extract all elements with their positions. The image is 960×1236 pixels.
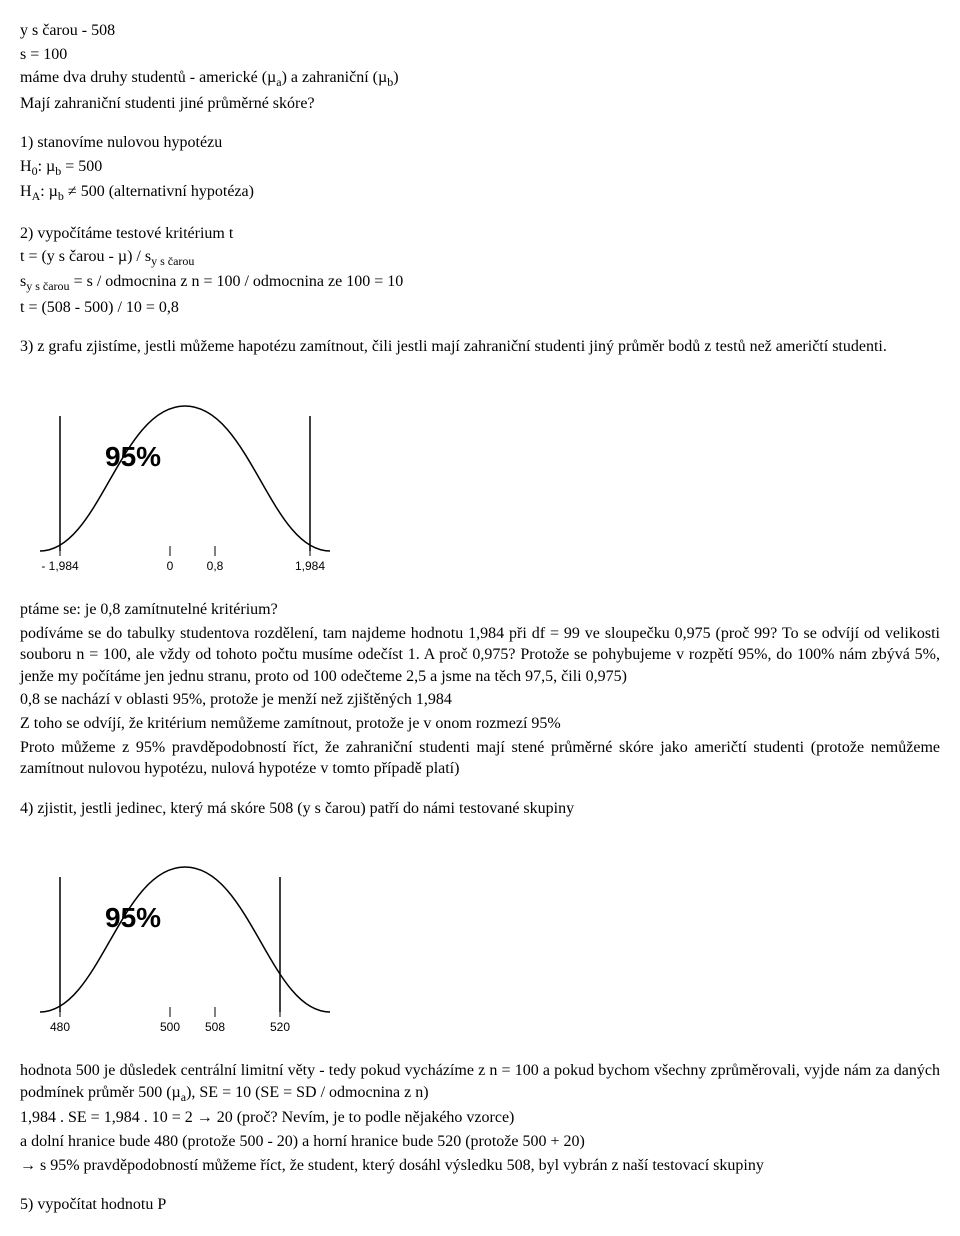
t: ) a zahraniční (µ [282, 69, 388, 86]
para1-l5: Proto můžeme z 95% pravděpodobností říct… [20, 737, 940, 780]
t: A [32, 189, 41, 203]
t: máme dva druhy studentů - americké (µ [20, 69, 276, 86]
intro-l1: y s čarou - 508 [20, 20, 940, 42]
t: : µ [40, 183, 58, 200]
t: t = (y s čarou - µ) / s [20, 248, 151, 265]
step2-l4: t = (508 - 500) / 10 = 0,8 [20, 297, 940, 319]
t: ) [393, 69, 398, 86]
step2-l3: sy s čarou = s / odmocnina z n = 100 / o… [20, 271, 940, 294]
step3-l1: 3) z grafu zjistíme, jestli můžeme hapot… [20, 336, 940, 358]
para2-block: hodnota 500 je důsledek centrální limitn… [20, 1060, 940, 1176]
t: H [20, 158, 32, 175]
intro-l2: s = 100 [20, 44, 940, 66]
step4-l1: 4) zjistit, jestli jedinec, který má skó… [20, 798, 940, 820]
t: ), SE = 10 (SE = SD / odmocnina z n) [186, 1084, 428, 1101]
svg-text:95%: 95% [105, 441, 161, 472]
para1-l4: Z toho se odvíjí, že kritérium nemůžeme … [20, 713, 940, 735]
t: ≠ 500 (alternativní hypotéza) [64, 183, 254, 200]
step1-l3: HA: µb ≠ 500 (alternativní hypotéza) [20, 181, 940, 204]
step4-block: 4) zjistit, jestli jedinec, který má skó… [20, 798, 940, 820]
t: y s čarou [26, 280, 69, 294]
t: H [20, 183, 32, 200]
t: y s čarou [151, 254, 194, 268]
step1-l2: H0: µb = 500 [20, 156, 940, 179]
para2-l3: a dolní hranice bude 480 (protože 500 - … [20, 1131, 940, 1153]
para1-l2: podíváme se do tabulky studentova rozděl… [20, 623, 940, 688]
step2-l1: 2) vypočítáme testové kritérium t [20, 223, 940, 245]
svg-text:508: 508 [205, 1020, 225, 1034]
intro-block: y s čarou - 508 s = 100 máme dva druhy s… [20, 20, 940, 114]
chart2: 480 500 508 520 95% [20, 837, 380, 1052]
para1-l1: ptáme se: je 0,8 zamítnutelné kritérium? [20, 599, 940, 621]
svg-text:1,984: 1,984 [295, 559, 325, 573]
para2-l1: hodnota 500 je důsledek centrální limitn… [20, 1060, 940, 1105]
svg-text:480: 480 [50, 1020, 70, 1034]
step2-l2: t = (y s čarou - µ) / sy s čarou [20, 246, 940, 269]
step1-block: 1) stanovíme nulovou hypotézu H0: µb = 5… [20, 132, 940, 204]
t: = 500 [61, 158, 102, 175]
t: hodnota 500 je důsledek centrální limitn… [20, 1062, 940, 1101]
svg-text:520: 520 [270, 1020, 290, 1034]
para2-l4: → s 95% pravděpodobností můžeme říct, že… [20, 1155, 940, 1177]
intro-l4: Mají zahraniční studenti jiné průměrné s… [20, 93, 940, 115]
svg-text:95%: 95% [105, 902, 161, 933]
chart1: - 1,984 0 0,8 1,984 95% [20, 376, 380, 591]
t: : µ [38, 158, 56, 175]
svg-text:0: 0 [167, 559, 174, 573]
svg-text:500: 500 [160, 1020, 180, 1034]
step5-block: 5) vypočítat hodnotu P [20, 1194, 940, 1216]
t: = s / odmocnina z n = 100 / odmocnina ze… [70, 273, 404, 290]
para2-l2: 1,984 . SE = 1,984 . 10 = 2 → 20 (proč? … [20, 1107, 940, 1129]
step1-l1: 1) stanovíme nulovou hypotézu [20, 132, 940, 154]
intro-l3: máme dva druhy studentů - americké (µa) … [20, 67, 940, 90]
step5-l1: 5) vypočítat hodnotu P [20, 1194, 940, 1216]
svg-text:0,8: 0,8 [207, 559, 224, 573]
step2-block: 2) vypočítáme testové kritérium t t = (y… [20, 223, 940, 319]
step3-block: 3) z grafu zjistíme, jestli můžeme hapot… [20, 336, 940, 358]
para1-block: ptáme se: je 0,8 zamítnutelné kritérium?… [20, 599, 940, 780]
svg-text:- 1,984: - 1,984 [41, 559, 79, 573]
para1-l3: 0,8 se nachází v oblasti 95%, protože je… [20, 689, 940, 711]
